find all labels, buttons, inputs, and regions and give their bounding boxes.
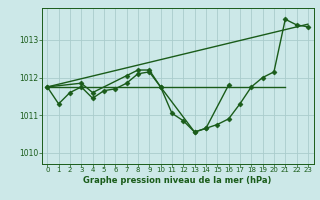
X-axis label: Graphe pression niveau de la mer (hPa): Graphe pression niveau de la mer (hPa) (84, 176, 272, 185)
